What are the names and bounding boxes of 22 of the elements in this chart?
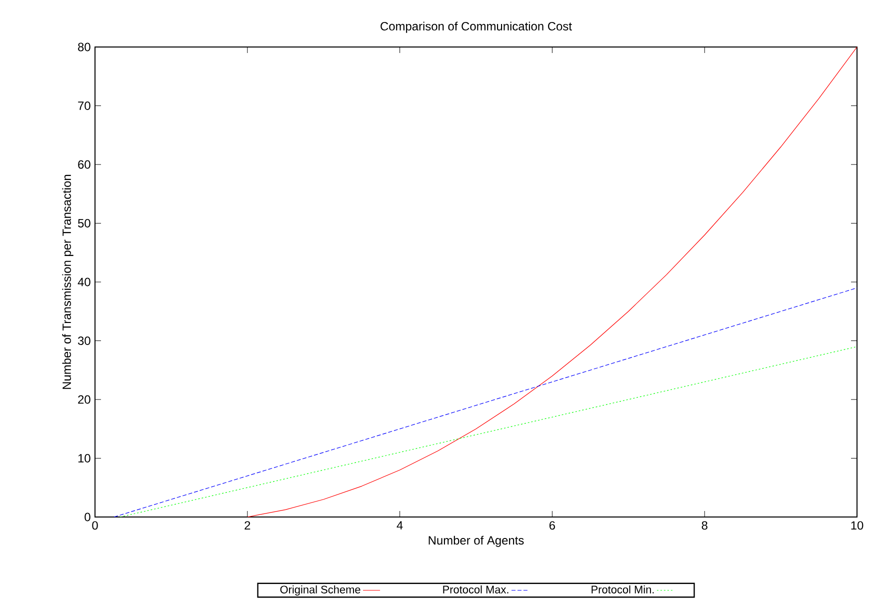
- y-tick-label: 0: [84, 512, 90, 522]
- legend-label: Protocol Min.: [592, 585, 654, 594]
- chart-title: Comparison of Communication Cost: [380, 22, 572, 33]
- x-tick-label: 2: [244, 521, 250, 530]
- y-tick-label: 10: [78, 454, 90, 462]
- y-tick-label: 40: [78, 278, 90, 286]
- x-tick-label: 0: [92, 521, 98, 530]
- y-tick-label: 80: [78, 42, 90, 52]
- x-tick-label: 10: [851, 521, 864, 530]
- x-tick-label: 4: [396, 521, 403, 530]
- y-tick-label: 50: [78, 219, 90, 228]
- line-series: [247, 47, 858, 517]
- y-tick-label: 60: [78, 160, 90, 169]
- y-tick-label: 20: [78, 395, 90, 404]
- x-tick-label: 6: [549, 521, 556, 530]
- y-axis-title: Number of Transmission per Transaction: [62, 174, 74, 389]
- y-tick-label: 70: [78, 102, 90, 110]
- legend-label: Original Scheme: [280, 585, 360, 596]
- legend-label: Protocol Max.: [443, 585, 508, 594]
- y-tick-label: 30: [78, 336, 90, 345]
- x-tick-label: 8: [702, 521, 708, 530]
- x-axis-title: Number of Agents: [428, 536, 524, 547]
